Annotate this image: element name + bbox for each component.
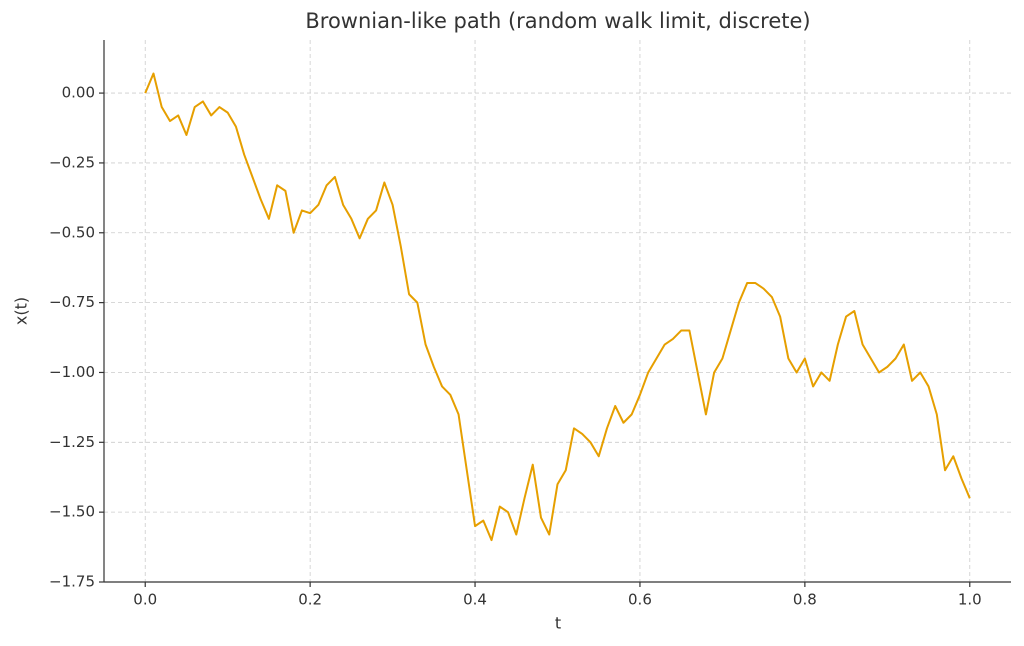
data-line bbox=[144, 72, 971, 542]
y-axis-label: x(t) bbox=[12, 297, 31, 325]
chart-title: Brownian-like path (random walk limit, d… bbox=[305, 9, 810, 33]
y-tick-label: −0.50 bbox=[49, 223, 95, 241]
x-tick-label: 0.8 bbox=[793, 591, 817, 609]
y-tick-label: −1.75 bbox=[49, 573, 95, 591]
x-tick-label: 0.0 bbox=[133, 591, 157, 609]
x-tick-label: 0.2 bbox=[298, 591, 322, 609]
y-tick-label: −0.75 bbox=[49, 293, 95, 311]
y-tick-label: −1.25 bbox=[49, 433, 95, 451]
x-tick-label: 1.0 bbox=[958, 591, 982, 609]
y-tick-label: −1.50 bbox=[49, 503, 95, 521]
x-axis-label: t bbox=[555, 614, 561, 633]
y-tick-label: −1.00 bbox=[49, 363, 95, 381]
x-tick-label: 0.6 bbox=[628, 591, 652, 609]
y-tick-label: 0.00 bbox=[62, 84, 95, 102]
y-tick-label: −0.25 bbox=[49, 153, 95, 171]
x-tick-label: 0.4 bbox=[463, 591, 487, 609]
